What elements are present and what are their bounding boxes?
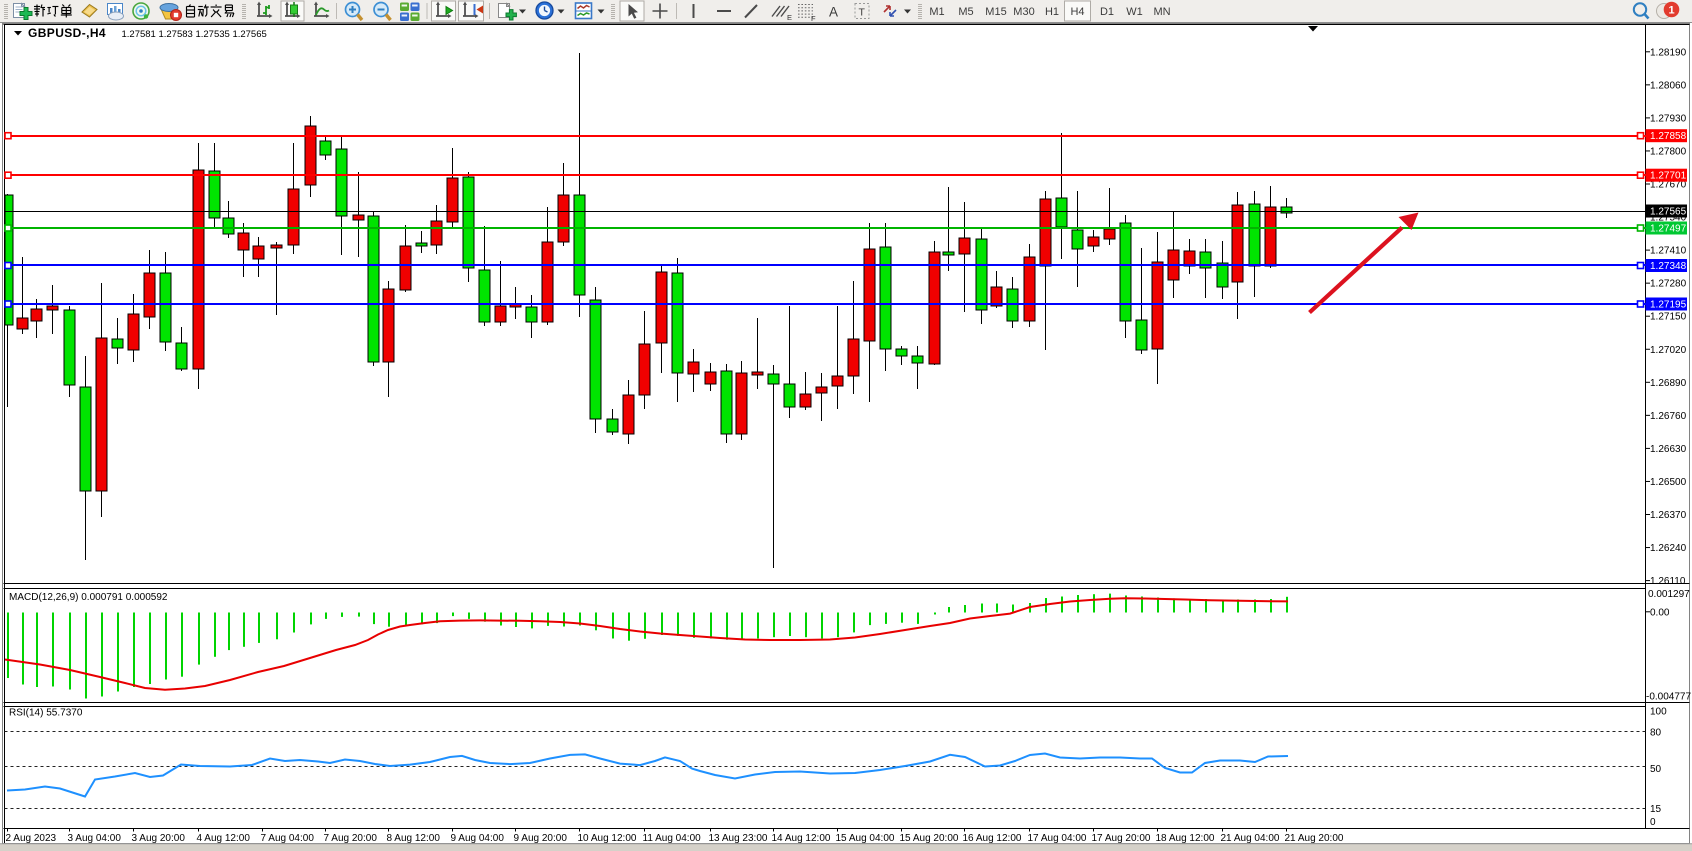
svg-text:M5: M5	[958, 6, 973, 18]
svg-text:1.27410: 1.27410	[1650, 246, 1687, 257]
svg-text:1.27348: 1.27348	[1650, 261, 1687, 272]
svg-text:0.001297: 0.001297	[1648, 589, 1690, 600]
svg-text:7 Aug 20:00: 7 Aug 20:00	[324, 833, 378, 844]
svg-text:10 Aug 12:00: 10 Aug 12:00	[578, 833, 637, 844]
svg-text:E: E	[787, 13, 792, 22]
svg-text:1.26890: 1.26890	[1650, 378, 1687, 389]
svg-text:50: 50	[1650, 764, 1662, 775]
svg-text:17 Aug 04:00: 17 Aug 04:00	[1028, 833, 1087, 844]
svg-text:3 Aug 04:00: 3 Aug 04:00	[68, 833, 122, 844]
svg-text:M30: M30	[1013, 6, 1034, 18]
svg-text:80: 80	[1650, 728, 1662, 739]
svg-text:1.27930: 1.27930	[1650, 113, 1687, 124]
svg-text:7 Aug 04:00: 7 Aug 04:00	[261, 833, 315, 844]
svg-text:F: F	[811, 14, 816, 23]
svg-text:15: 15	[1650, 804, 1662, 815]
svg-text:18 Aug 12:00: 18 Aug 12:00	[1156, 833, 1215, 844]
svg-text:MN: MN	[1153, 6, 1170, 18]
svg-text:2 Aug 2023: 2 Aug 2023	[6, 833, 57, 844]
svg-text:1.27020: 1.27020	[1650, 345, 1687, 356]
svg-text:1.27497: 1.27497	[1650, 224, 1687, 235]
svg-text:1.27670: 1.27670	[1650, 180, 1687, 191]
svg-text:H4: H4	[1070, 6, 1084, 18]
svg-text:1.27581 1.27583 1.27535 1.2756: 1.27581 1.27583 1.27535 1.27565	[122, 29, 267, 40]
svg-text:M1: M1	[929, 6, 944, 18]
svg-text:GBPUSD-,H4: GBPUSD-,H4	[28, 26, 106, 40]
svg-text:21 Aug 20:00: 21 Aug 20:00	[1285, 833, 1344, 844]
svg-text:8 Aug 12:00: 8 Aug 12:00	[387, 833, 441, 844]
svg-text:13 Aug 23:00: 13 Aug 23:00	[709, 833, 768, 844]
svg-text:14 Aug 12:00: 14 Aug 12:00	[772, 833, 831, 844]
svg-text:MACD(12,26,9) 0.000791 0.00059: MACD(12,26,9) 0.000791 0.000592	[9, 592, 168, 603]
svg-text:-0.004777: -0.004777	[1646, 692, 1691, 703]
svg-text:1.27195: 1.27195	[1650, 300, 1687, 311]
svg-text:9 Aug 04:00: 9 Aug 04:00	[451, 833, 505, 844]
svg-text:1.27701: 1.27701	[1650, 171, 1687, 182]
svg-text:1.27565: 1.27565	[1650, 207, 1687, 218]
svg-text:W1: W1	[1126, 6, 1143, 18]
svg-text:15 Aug 04:00: 15 Aug 04:00	[836, 833, 895, 844]
svg-text:1.26110: 1.26110	[1650, 576, 1686, 587]
svg-text:100: 100	[1650, 707, 1667, 718]
svg-text:1.27858: 1.27858	[1650, 131, 1687, 142]
svg-text:1.26760: 1.26760	[1650, 411, 1687, 422]
svg-text:9 Aug 20:00: 9 Aug 20:00	[514, 833, 568, 844]
svg-text:0: 0	[1650, 817, 1656, 828]
svg-text:21 Aug 04:00: 21 Aug 04:00	[1221, 833, 1280, 844]
svg-text:A: A	[829, 5, 838, 20]
svg-text:3 Aug 20:00: 3 Aug 20:00	[132, 833, 186, 844]
svg-text:1.27540: 1.27540	[1650, 213, 1687, 224]
svg-text:D1: D1	[1100, 6, 1114, 18]
svg-text:4 Aug 12:00: 4 Aug 12:00	[197, 833, 251, 844]
svg-text:1.26630: 1.26630	[1650, 444, 1687, 455]
svg-text:H1: H1	[1045, 6, 1059, 18]
svg-text:11 Aug 04:00: 11 Aug 04:00	[643, 833, 702, 844]
svg-text:17 Aug 20:00: 17 Aug 20:00	[1092, 833, 1151, 844]
svg-text:1.28190: 1.28190	[1650, 47, 1687, 58]
svg-text:1.26370: 1.26370	[1650, 510, 1687, 521]
svg-text:1.27800: 1.27800	[1650, 146, 1687, 157]
svg-text:15 Aug 20:00: 15 Aug 20:00	[900, 833, 959, 844]
svg-text:T: T	[859, 7, 866, 19]
svg-text:1.26500: 1.26500	[1650, 477, 1687, 488]
svg-text:1.26240: 1.26240	[1650, 543, 1687, 554]
svg-text:1.28060: 1.28060	[1650, 80, 1687, 91]
svg-text:1.27280: 1.27280	[1650, 279, 1687, 290]
svg-text:16 Aug 12:00: 16 Aug 12:00	[963, 833, 1022, 844]
svg-text:0.00: 0.00	[1650, 607, 1670, 618]
svg-text:M15: M15	[985, 6, 1006, 18]
svg-text:1.27150: 1.27150	[1650, 312, 1687, 323]
svg-text:RSI(14) 55.7370: RSI(14) 55.7370	[9, 708, 83, 719]
svg-text:1: 1	[1668, 5, 1674, 17]
